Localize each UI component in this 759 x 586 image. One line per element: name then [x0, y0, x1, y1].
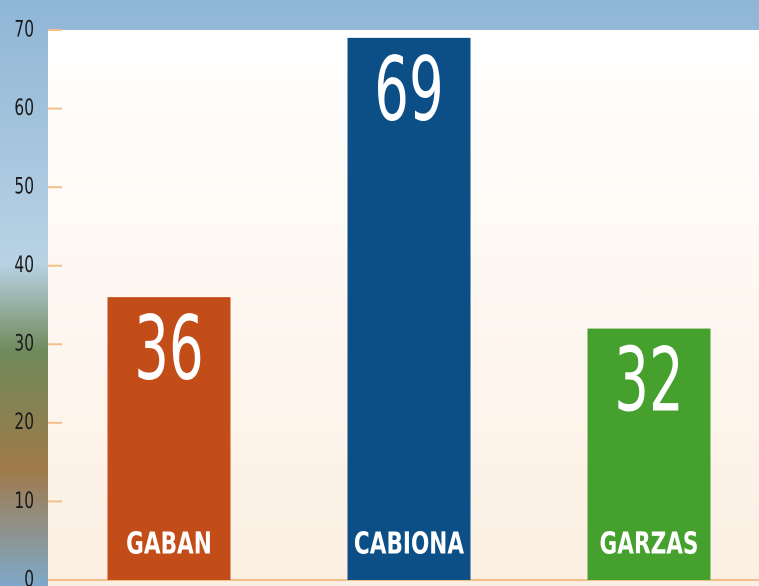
value-label: 36 [134, 299, 203, 401]
y-tick-label: 70 [14, 17, 34, 42]
y-tick-label: 10 [14, 488, 34, 513]
y-tick-label: 50 [14, 174, 34, 199]
y-tick-label: 20 [14, 410, 34, 435]
y-tick: 0 [24, 567, 34, 586]
y-tick: 40 [14, 252, 34, 277]
y-tick: 50 [14, 174, 34, 199]
category-label-group: GABAN [126, 527, 212, 561]
value-label: 32 [614, 330, 683, 432]
y-tick: 10 [14, 488, 34, 513]
category-label-group: CABIONA [354, 527, 465, 561]
y-tick: 70 [14, 17, 34, 42]
value-label: 69 [374, 39, 443, 141]
category-label: GARZAS [600, 527, 699, 561]
y-tick: 20 [14, 410, 34, 435]
chart: 0 10 20 30 40 50 60 70 36 GABAN 69 CABIONA 32 GARZAS [0, 0, 759, 586]
category-label: CABIONA [354, 527, 465, 561]
value-label-group: 69 [374, 39, 443, 141]
category-label: GABAN [126, 527, 212, 561]
y-tick: 60 [14, 95, 34, 120]
value-label-group: 36 [134, 299, 203, 401]
y-tick-label: 30 [14, 331, 34, 356]
value-label-group: 32 [614, 330, 683, 432]
y-tick-label: 40 [14, 252, 34, 277]
y-tick: 30 [14, 331, 34, 356]
y-tick-label: 0 [24, 567, 34, 586]
category-label-group: GARZAS [600, 527, 699, 561]
y-tick-label: 60 [14, 95, 34, 120]
